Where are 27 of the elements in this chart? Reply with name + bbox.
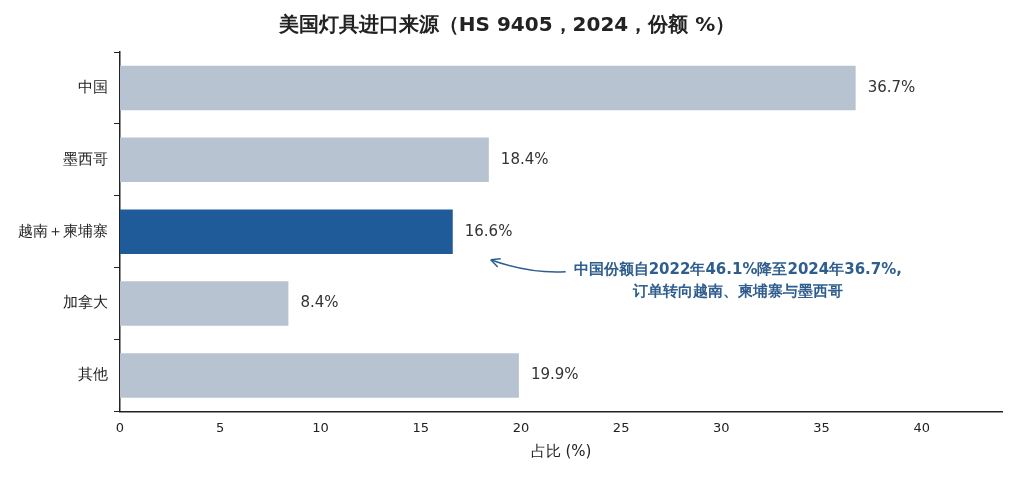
bar [120,353,519,398]
x-tick-label: 35 [813,419,830,435]
annotation: 中国份额自2022年46.1%降至2024年36.7%, 订单转向越南、柬埔寨与墨西哥 [573,259,902,300]
y-tick-label: 其他 [78,365,108,384]
chart-title: 美国灯具进口来源（HS 9405，2024，份额 %） [277,12,736,37]
data-label: 8.4% [300,293,339,312]
x-tick-label: 30 [713,419,730,435]
x-tick-label: 5 [216,419,225,435]
x-tick-label: 10 [312,419,329,435]
x-tick-label: 25 [612,419,630,435]
data-label: 36.7% [867,77,916,96]
x-tick-label: 20 [512,419,530,435]
x-tick-label: 15 [412,419,429,435]
bar [120,209,453,254]
bar [120,137,489,183]
y-tick-label: 加拿大 [63,293,108,312]
data-label: 18.4% [500,149,549,168]
bar [120,65,856,111]
x-axis-title: 占比 (%) [530,441,592,460]
x-tick-label: 40 [913,419,931,435]
bar [120,281,289,326]
data-label: 19.9% [530,365,579,384]
x-tick-label: 0 [115,419,125,435]
y-tick-label: 越南＋柬埔寨 [18,221,108,240]
y-tick-label: 中国 [78,77,108,96]
data-label: 16.6% [464,221,513,240]
y-tick-label: 墨西哥 [63,149,108,168]
